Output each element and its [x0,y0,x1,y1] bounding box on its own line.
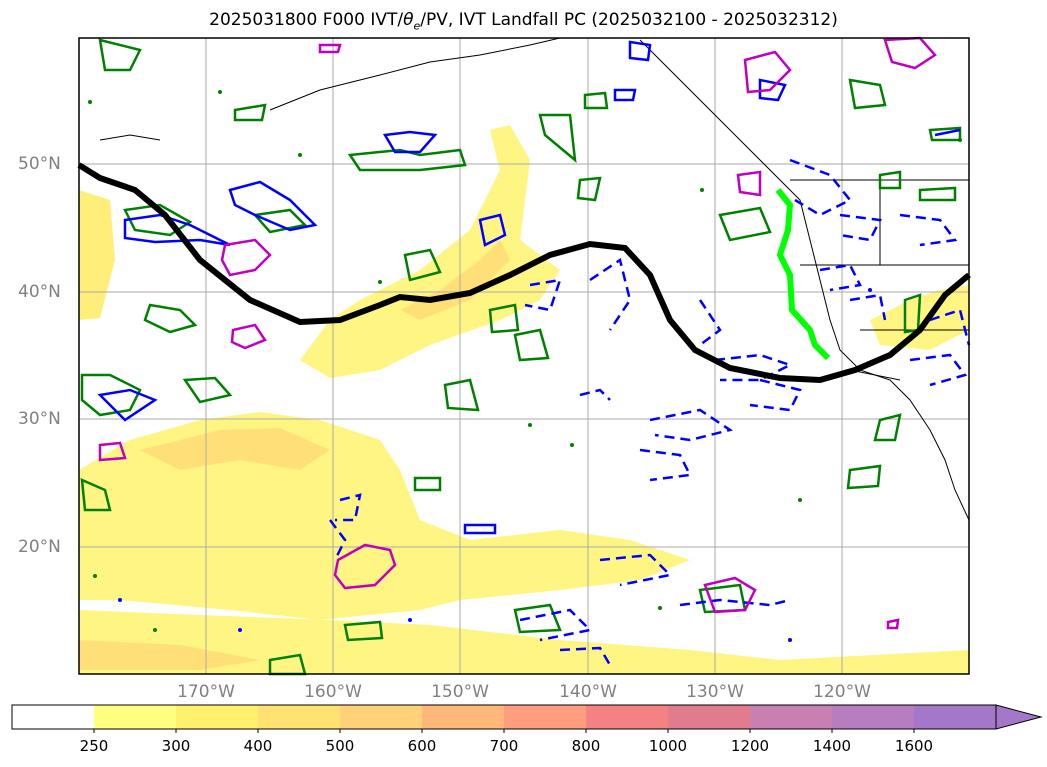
lon-label-170w: 170°W [177,682,235,702]
colorbar-tick-label: 1000 [648,737,688,755]
lon-label-150w: 150°W [431,682,489,702]
colorbar-segment [176,705,258,729]
colorbar-tick-label: 300 [161,737,191,755]
ivt-shading [79,125,969,674]
colorbar-tick-label: 800 [571,737,601,755]
colorbar-tick-label: 500 [325,737,355,755]
ivt-mean-contour [77,162,971,384]
colorbar-segment [914,705,996,729]
colorbar-tick-label: 700 [489,737,519,755]
colorbar-tick-label: 400 [243,737,273,755]
colorbar-tick-label: 1400 [812,737,852,755]
scatter-dots [88,90,962,632]
colorbar-segment [94,705,176,729]
lat-label-40n: 40°N [18,282,61,302]
lon-label-160w: 160°W [304,682,362,702]
colorbar-segment [668,705,750,729]
lon-label-140w: 140°W [559,682,617,702]
colorbar-tick-label: 1200 [730,737,770,755]
colorbar-segment [340,705,422,729]
colorbar-extend-arrow [995,704,1043,730]
map-title: 2025031800 F000 IVT/θe/PV, IVT Landfall … [209,10,838,33]
colorbar-segment [832,705,914,729]
colorbar-segment [586,705,668,729]
lon-label-120w: 120°W [813,682,871,702]
colorbar-segment [750,705,832,729]
pv-dashed-contours [329,158,971,666]
scatter-dots-blue [118,288,872,642]
colorbar [11,704,1043,733]
colorbar-segment [504,705,586,729]
colorbar-segment [422,705,504,729]
graticule [79,38,969,674]
colorbar-tick-label: 600 [407,737,437,755]
colorbar-segment [258,705,340,729]
lat-label-50n: 50°N [18,154,61,174]
colorbar-tick-label: 250 [79,737,109,755]
landfall-line [775,188,831,361]
lat-label-30n: 30°N [18,409,61,429]
colorbar-segment [12,705,94,729]
lat-label-20n: 20°N [18,537,61,557]
colorbar-tick-label: 1600 [894,737,934,755]
lon-label-130w: 130°W [686,682,744,702]
